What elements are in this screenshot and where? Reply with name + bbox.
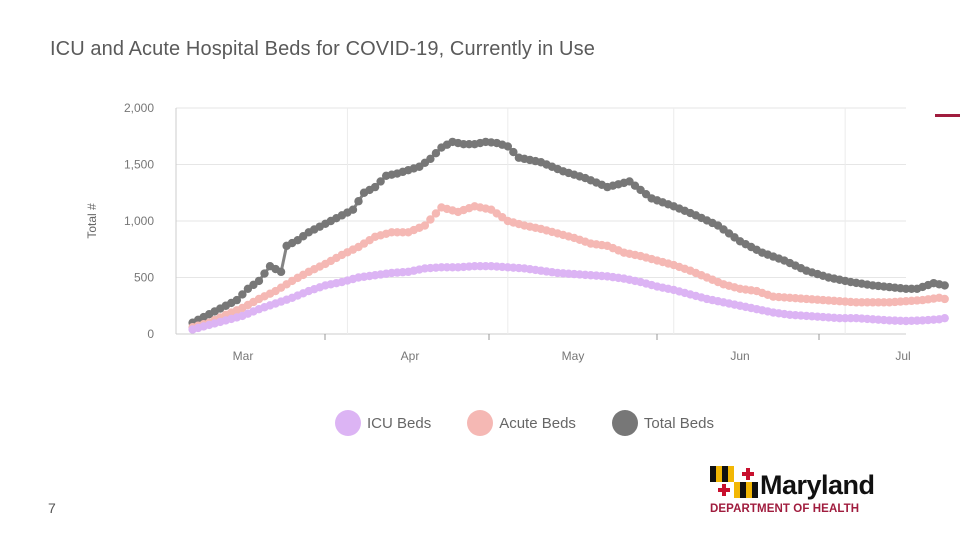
y-tick-label: 500 (134, 271, 154, 285)
chart-area: 0 500 1,000 1,500 2,000 Mar Apr May Jun Jul Total … (85, 101, 949, 363)
logo-wordmark: Maryland (760, 470, 875, 500)
data-point-total (426, 154, 435, 164)
y-tick-label: 0 (147, 327, 154, 341)
x-tick-label: Jun (730, 349, 749, 363)
legend-label-total: Total Beds (643, 414, 714, 432)
series-line-acute (192, 204, 946, 329)
logo-department: DEPARTMENT OF HEALTH (710, 503, 860, 515)
data-point-acute (426, 215, 435, 224)
data-point-total (370, 182, 380, 192)
data-point-total (509, 147, 518, 157)
legend-item-total[interactable]: Total Beds (611, 410, 714, 436)
data-point-total (232, 295, 242, 305)
legend-swatch-icu (335, 410, 361, 436)
data-point-total (431, 149, 441, 158)
data-point-total (348, 205, 358, 214)
x-tick-label: Jul (895, 349, 910, 363)
data-point-total (940, 281, 949, 290)
data-point-total (260, 269, 269, 278)
data-point-acute (940, 294, 949, 304)
maryland-flag-icon (710, 466, 758, 498)
accent-line (935, 114, 960, 117)
y-tick-label: 1,500 (124, 158, 154, 172)
data-point-total (238, 290, 247, 299)
legend-swatch-acute (467, 410, 494, 436)
page-number: 7 (48, 500, 56, 516)
data-point-acute (431, 209, 441, 218)
y-tick-label: 1,000 (124, 214, 154, 228)
legend-item-acute[interactable]: Acute Beds (467, 410, 576, 436)
legend-item-icu[interactable]: ICU Beds (335, 410, 431, 436)
x-tick-label: Apr (401, 349, 420, 363)
legend-label-icu: ICU Beds (367, 414, 432, 432)
data-point-total (254, 276, 264, 286)
y-tick-label: 2,000 (124, 101, 154, 115)
data-point-icu (940, 313, 949, 323)
data-point-total (503, 142, 513, 151)
data-point-acute (420, 221, 430, 230)
data-point-total (376, 177, 385, 186)
x-tick-label: Mar (233, 349, 254, 363)
data-point-total (354, 197, 363, 206)
x-tick-label: May (562, 349, 585, 363)
data-point-total (276, 267, 286, 277)
y-axis-title: Total # (85, 203, 99, 239)
maryland-logo: Maryland DEPARTMENT OF HEALTH (710, 466, 910, 522)
legend-label-acute: Acute Beds (499, 414, 576, 432)
legend-swatch-total (611, 410, 638, 436)
chart-title: ICU and Acute Hospital Beds for COVID-19… (50, 38, 595, 60)
chart-legend: ICU Beds Acute Beds Total Beds (335, 410, 714, 436)
